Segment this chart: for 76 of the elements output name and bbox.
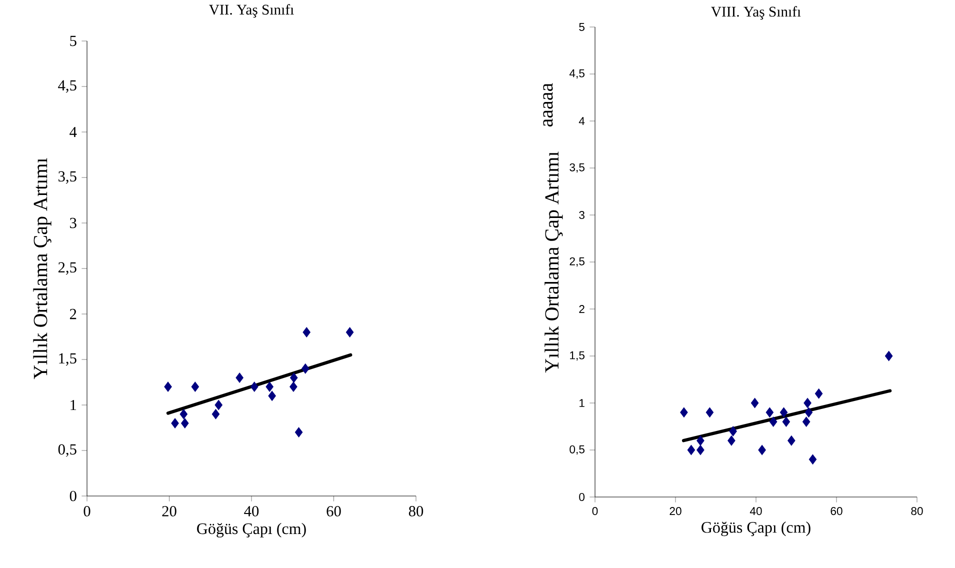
- point: [750, 398, 759, 408]
- point: [804, 398, 812, 408]
- point: [171, 418, 179, 428]
- point: [302, 364, 310, 374]
- x-axis-title: Göğüs Çapı (cm): [197, 522, 306, 538]
- y-tick-label: 4,5: [58, 80, 76, 93]
- x-tick-label: 80: [911, 507, 923, 516]
- point: [766, 407, 774, 418]
- y-tick-label: 3: [579, 211, 584, 220]
- y-tick-label: 0,5: [58, 444, 76, 457]
- x-tick-label: 60: [830, 507, 842, 516]
- chart-title: VII. Yaş Sınıfı: [209, 4, 294, 18]
- point: [680, 407, 688, 418]
- y-tick-label: 2,5: [570, 257, 584, 267]
- y-tick-label: 1: [580, 399, 584, 407]
- point: [212, 409, 220, 420]
- x-tick-label: 60: [326, 506, 341, 516]
- y-tick-label: 1,5: [570, 351, 584, 361]
- x-tick-label: 0: [592, 507, 598, 516]
- point: [214, 400, 222, 410]
- point: [290, 372, 298, 383]
- x-tick-label: 0: [84, 506, 90, 516]
- point: [808, 454, 817, 464]
- point: [758, 444, 766, 456]
- y-tick-label: 0,5: [570, 445, 584, 455]
- point: [266, 382, 274, 392]
- text: aaaaa: [543, 83, 553, 127]
- x-axis-title: Göğüs Çapı (cm): [702, 522, 810, 536]
- point: [268, 390, 276, 401]
- point: [802, 416, 810, 427]
- point: [236, 372, 244, 383]
- x-tick-label: 40: [244, 506, 259, 516]
- x-tick-label: 20: [670, 507, 682, 516]
- y-tick-label: 2,5: [58, 262, 76, 275]
- y-tick-label: 4: [70, 126, 77, 138]
- y-axis-title: Yıllık Ortalama Çap Artımı: [544, 152, 563, 373]
- point: [782, 416, 790, 427]
- y-tick-label: 4: [578, 117, 585, 125]
- point: [769, 416, 778, 427]
- point: [780, 407, 788, 418]
- point: [696, 444, 704, 456]
- y-tick-label: 3,5: [58, 171, 76, 184]
- y-tick-label: 4,5: [569, 69, 584, 79]
- point: [180, 409, 188, 420]
- point: [302, 327, 310, 338]
- y-tick-label: 5: [579, 23, 584, 31]
- point: [884, 350, 893, 362]
- point: [788, 436, 796, 446]
- point: [696, 436, 704, 446]
- point: [181, 418, 189, 428]
- point: [814, 388, 823, 399]
- chart-title: VIII. Yaş Sınıfı: [711, 6, 801, 20]
- y-tick-label: 3: [70, 218, 76, 228]
- point: [346, 327, 354, 338]
- point: [191, 382, 200, 392]
- point: [294, 427, 303, 438]
- point: [687, 444, 696, 456]
- point: [164, 382, 172, 392]
- point: [729, 426, 737, 436]
- point: [728, 436, 736, 446]
- y-tick-label: 2: [70, 308, 76, 320]
- y-tick-label: 0: [70, 490, 76, 502]
- y-tick-label: 5: [70, 36, 76, 46]
- y-axis-title: Yıllık Ortalama Çap Artımı: [33, 158, 52, 380]
- point: [804, 407, 813, 418]
- y-tick-label: 2: [579, 305, 584, 313]
- x-tick-label: 40: [750, 507, 762, 516]
- y-tick-label: 0: [579, 493, 585, 502]
- x-tick-label: 80: [408, 506, 424, 516]
- y-tick-label: 1,5: [59, 353, 76, 366]
- x-tick-label: 20: [162, 506, 176, 516]
- point: [250, 382, 258, 392]
- point: [706, 407, 714, 418]
- y-tick-label: 1: [70, 400, 76, 410]
- point: [290, 382, 298, 392]
- y-tick-label: 3,5: [570, 163, 584, 173]
